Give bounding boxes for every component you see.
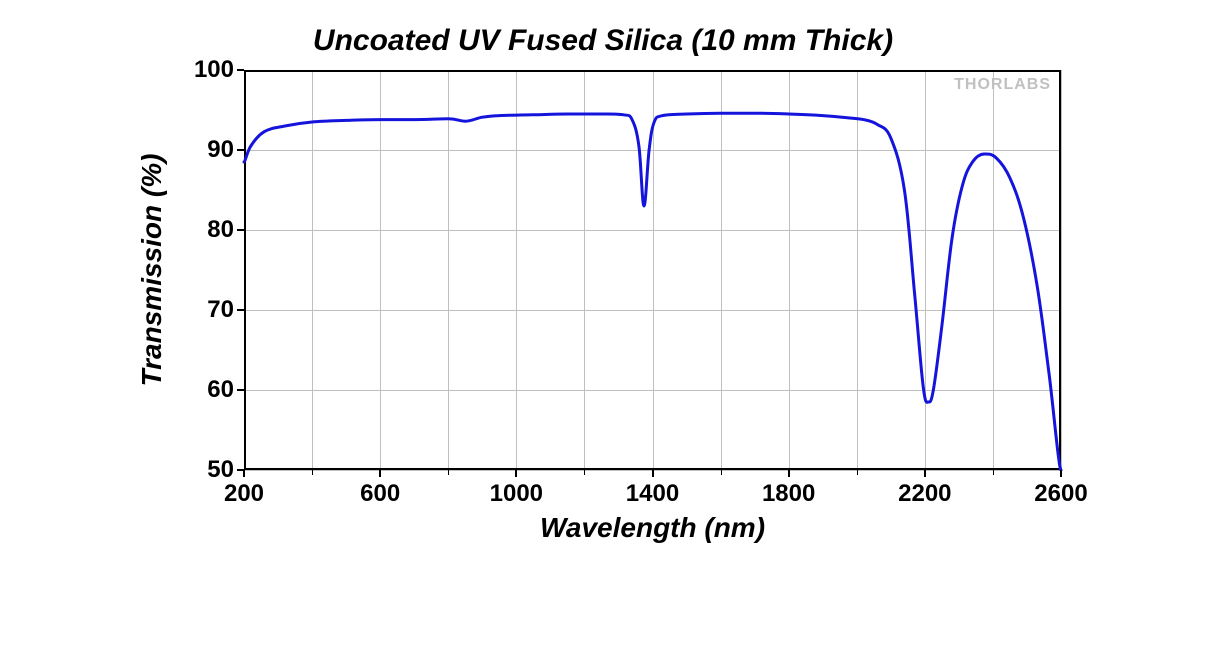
x-tick: [924, 470, 926, 477]
x-tick-label: 2600: [1034, 480, 1087, 508]
x-axis-title: Wavelength (nm): [540, 512, 765, 544]
x-tick-label: 1000: [490, 480, 543, 508]
x-tick-minor: [993, 470, 994, 475]
x-tick: [379, 470, 381, 477]
x-tick-label: 2200: [898, 480, 951, 508]
y-tick: [237, 149, 244, 151]
x-tick-minor: [857, 470, 858, 475]
x-tick-label: 200: [224, 480, 264, 508]
series-transmission: [244, 113, 1061, 470]
x-tick: [243, 470, 245, 477]
x-tick: [1060, 470, 1062, 477]
x-tick-label: 1800: [762, 480, 815, 508]
y-tick: [237, 469, 244, 471]
y-tick-label: 80: [207, 216, 234, 244]
y-tick-label: 70: [207, 296, 234, 324]
x-tick-minor: [312, 470, 313, 475]
y-tick: [237, 229, 244, 231]
y-tick: [237, 69, 244, 71]
x-tick: [652, 470, 654, 477]
y-axis-title: Transmission (%): [136, 154, 168, 387]
y-tick-label: 60: [207, 376, 234, 404]
plot-area: THORLABS: [244, 70, 1061, 470]
gridline-v: [1061, 70, 1062, 470]
chart-title: Uncoated UV Fused Silica (10 mm Thick): [0, 24, 1206, 58]
x-tick-label: 600: [360, 480, 400, 508]
y-tick-label: 100: [194, 56, 234, 84]
y-tick: [237, 309, 244, 311]
x-tick-minor: [721, 470, 722, 475]
y-tick-label: 90: [207, 136, 234, 164]
y-tick: [237, 389, 244, 391]
chart-canvas: Uncoated UV Fused Silica (10 mm Thick) T…: [0, 0, 1206, 655]
x-tick-minor: [448, 470, 449, 475]
x-tick: [788, 470, 790, 477]
x-tick-label: 1400: [626, 480, 679, 508]
x-tick-minor: [584, 470, 585, 475]
x-tick: [515, 470, 517, 477]
data-line-svg: [244, 70, 1061, 470]
y-tick-label: 50: [207, 456, 234, 484]
